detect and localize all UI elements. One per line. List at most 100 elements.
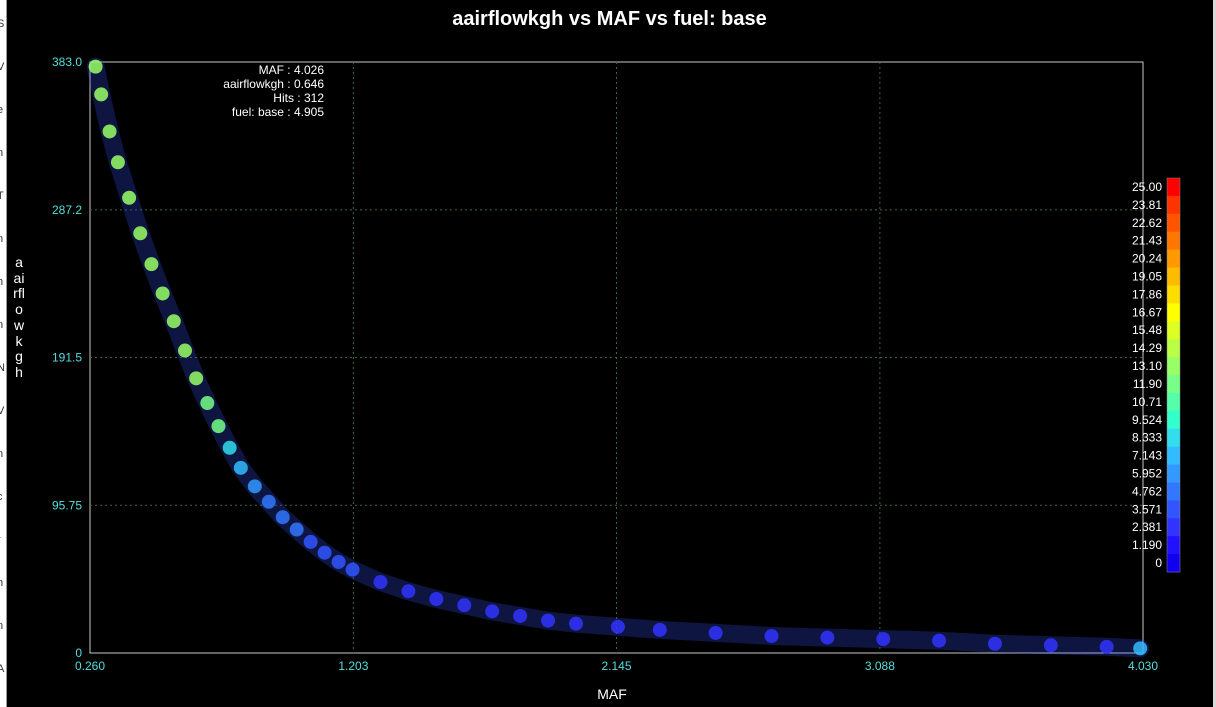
- window-edge-letter: h: [0, 577, 4, 589]
- x-tick-label: 1.203: [338, 659, 368, 673]
- window-edge-letter: n: [0, 233, 4, 245]
- window-edge-letter: n: [0, 620, 4, 632]
- data-point: [200, 396, 215, 411]
- window-edge-letter: c: [0, 491, 3, 503]
- data-point: [144, 257, 159, 272]
- window-edge-letter: V: [0, 405, 5, 417]
- colorbar-segment: [1167, 357, 1180, 376]
- data-point: [1043, 638, 1058, 653]
- data-point: [932, 633, 947, 648]
- colorbar-frame: [1166, 177, 1181, 573]
- data-point: [247, 479, 262, 494]
- colorbar-segment: [1167, 554, 1180, 573]
- colorbar-tick-label: 8.333: [1132, 431, 1162, 445]
- data-point: [317, 545, 332, 560]
- colorbar-segment: [1167, 392, 1180, 412]
- window-edge-letter: V: [0, 61, 5, 73]
- data-point: [987, 636, 1002, 651]
- colorbar-tick-label: 21.43: [1132, 234, 1162, 248]
- colorbar-segment: [1167, 375, 1180, 394]
- window-edge-letter: N: [0, 362, 5, 374]
- colorbar-segment: [1167, 303, 1180, 322]
- window-edge-letter: S: [0, 18, 5, 30]
- colorbar-segment: [1167, 500, 1180, 519]
- hover-readout: MAF : 4.026 aairflowkgh : 0.646 Hits : 3…: [223, 63, 324, 119]
- readout-maf: MAF : 4.026: [258, 63, 324, 77]
- y-tick-label: 191.5: [52, 351, 82, 365]
- colorbar-tick-label: 4.762: [1132, 484, 1162, 498]
- data-point: [211, 419, 226, 434]
- colorbar-tick-label: 3.571: [1132, 502, 1162, 516]
- colorbar-tick-label: 16.67: [1132, 305, 1162, 319]
- data-point: [233, 460, 248, 475]
- data-density-band: [86, 57, 1150, 658]
- data-point: [485, 604, 500, 619]
- colorbar-segment: [1167, 231, 1180, 251]
- colorbar-tick-label: 10.71: [1132, 395, 1162, 409]
- data-point: [1099, 639, 1114, 654]
- colorbar-tick-label: 17.86: [1132, 287, 1162, 301]
- colorbar-segment: [1167, 285, 1180, 304]
- chart-title: aairflowkgh vs MAF vs fuel: base: [452, 8, 767, 30]
- readout-fuel: fuel: base : 4.905: [231, 105, 324, 119]
- data-point: [876, 632, 891, 647]
- data-point: [122, 190, 137, 205]
- colorbar-tick-label: 13.10: [1132, 359, 1162, 373]
- data-point: [133, 226, 148, 241]
- colorbar-tick-label: 11.90: [1133, 377, 1162, 391]
- x-tick-label: 2.145: [601, 659, 631, 673]
- x-axis-label: MAF: [597, 686, 627, 702]
- colorbar-tick-label: 7.143: [1132, 449, 1162, 463]
- colorbar-segment: [1167, 536, 1180, 555]
- data-point: [513, 608, 528, 623]
- data-point: [1133, 641, 1148, 656]
- window-edge-letter: e: [0, 104, 4, 116]
- colorbar-segment: [1167, 249, 1180, 269]
- colorbar-segment: [1167, 410, 1180, 430]
- data-point: [303, 534, 318, 549]
- colorbar-segment: [1167, 482, 1180, 501]
- window-edge-letter: A: [0, 663, 5, 675]
- data-point: [289, 522, 304, 537]
- colorbar-tick-label: 22.62: [1132, 216, 1162, 230]
- window-edge-letter: n: [0, 147, 4, 159]
- colorbar-tick-label: 25.00: [1132, 180, 1162, 194]
- window-edge-letter: T: [0, 190, 4, 202]
- window-edge-letter: r: [0, 534, 1, 546]
- colorbar-segment: [1167, 178, 1180, 197]
- colorbar-tick-label: 1.190: [1132, 538, 1162, 552]
- data-point: [177, 343, 192, 358]
- colorbar-segment: [1167, 195, 1180, 215]
- colorbar-segment: [1167, 339, 1180, 358]
- data-point: [331, 554, 346, 569]
- y-tick-label: 95.75: [52, 498, 82, 512]
- readout-hits: Hits : 312: [273, 91, 324, 105]
- window-edge-letter: n: [0, 448, 4, 460]
- y-tick-label: 0: [75, 646, 82, 660]
- colorbar-tick-label: 19.05: [1132, 270, 1162, 284]
- data-point: [652, 622, 667, 637]
- data-point: [764, 629, 779, 644]
- y-tick-label: 287.2: [52, 203, 82, 217]
- data-point: [222, 440, 237, 455]
- colorbar-segment: [1167, 428, 1180, 448]
- window-edge-letter: n: [0, 319, 4, 331]
- colorbar-segment: [1167, 267, 1180, 286]
- x-tick-label: 4.030: [1128, 659, 1158, 673]
- readout-airflow: aairflowkgh : 0.646: [223, 77, 324, 91]
- window-edge-letter: h: [0, 276, 4, 288]
- colorbar-tick-label: 15.48: [1132, 323, 1162, 337]
- colorbar-segment: [1167, 464, 1180, 483]
- colorbar-tick-label: 2.381: [1132, 520, 1162, 534]
- data-point: [155, 286, 170, 301]
- data-point: [457, 598, 472, 613]
- data-point: [373, 575, 388, 590]
- colorbar-tick-label: 14.29: [1132, 341, 1162, 355]
- colorbar-segment: [1167, 518, 1180, 537]
- left-window-edge: S Ve n Tn h n N Vn c r h n A: [0, 0, 7, 707]
- y-tick-label: 383.0: [52, 55, 82, 69]
- data-point: [102, 124, 117, 139]
- data-point: [610, 619, 625, 634]
- data-point: [261, 494, 276, 509]
